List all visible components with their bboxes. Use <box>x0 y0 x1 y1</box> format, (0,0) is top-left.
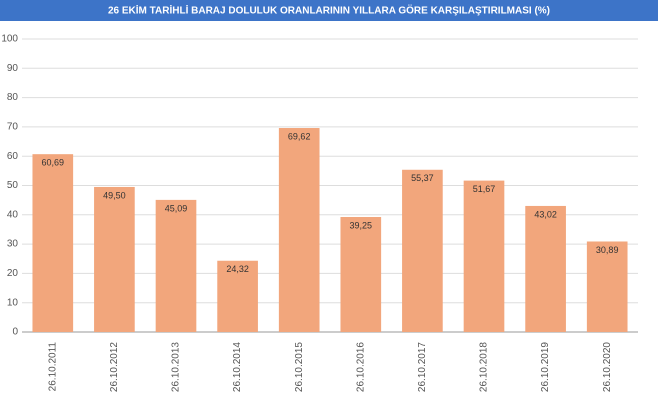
value-label: 60,69 <box>42 158 65 168</box>
value-label: 49,50 <box>103 190 126 200</box>
y-tick-label: 70 <box>7 122 19 133</box>
value-label: 39,25 <box>350 220 373 230</box>
x-tick-label: 26.10.2018 <box>479 342 490 392</box>
bar <box>155 199 197 332</box>
bar <box>278 128 320 332</box>
y-tick-label: 50 <box>7 180 19 191</box>
y-tick-label: 10 <box>7 297 19 308</box>
y-tick-label: 100 <box>1 34 18 45</box>
x-tick-label: 26.10.2019 <box>540 342 551 392</box>
title-bar <box>0 0 658 21</box>
x-tick-label: 26.10.2016 <box>355 342 366 392</box>
x-tick-label: 26.10.2015 <box>294 342 305 392</box>
bar <box>94 186 135 332</box>
x-tick-label: 26.10.2017 <box>417 342 428 392</box>
y-tick-label: 90 <box>7 63 19 74</box>
value-label: 24,32 <box>226 264 249 274</box>
value-label: 45,09 <box>165 203 188 213</box>
chart-title: 26 EKİM TARİHLİ BARAJ DOLULUK ORANLARINI… <box>108 4 550 17</box>
bar <box>525 205 566 332</box>
y-tick-label: 80 <box>7 92 19 103</box>
y-tick-label: 30 <box>7 239 19 250</box>
value-label: 43,02 <box>534 209 557 219</box>
y-tick-label: 40 <box>7 209 19 220</box>
y-tick-label: 60 <box>7 151 19 162</box>
bar <box>463 180 505 332</box>
x-tick-label: 26.10.2011 <box>47 342 58 392</box>
y-tick-label: 20 <box>7 268 19 279</box>
x-tick-label: 26.10.2020 <box>602 342 613 392</box>
value-label: 30,89 <box>596 245 619 255</box>
bar <box>340 216 382 332</box>
bar <box>586 241 628 332</box>
y-tick-label: 0 <box>12 327 18 338</box>
bar <box>402 169 443 332</box>
x-tick-label: 26.10.2013 <box>171 342 182 392</box>
x-tick-label: 26.10.2014 <box>232 342 243 392</box>
x-tick-label: 26.10.2012 <box>109 342 120 392</box>
bar <box>217 260 258 332</box>
bar <box>32 154 74 332</box>
value-label: 51,67 <box>473 184 496 194</box>
value-label: 55,37 <box>411 173 434 183</box>
value-label: 69,62 <box>288 131 311 141</box>
